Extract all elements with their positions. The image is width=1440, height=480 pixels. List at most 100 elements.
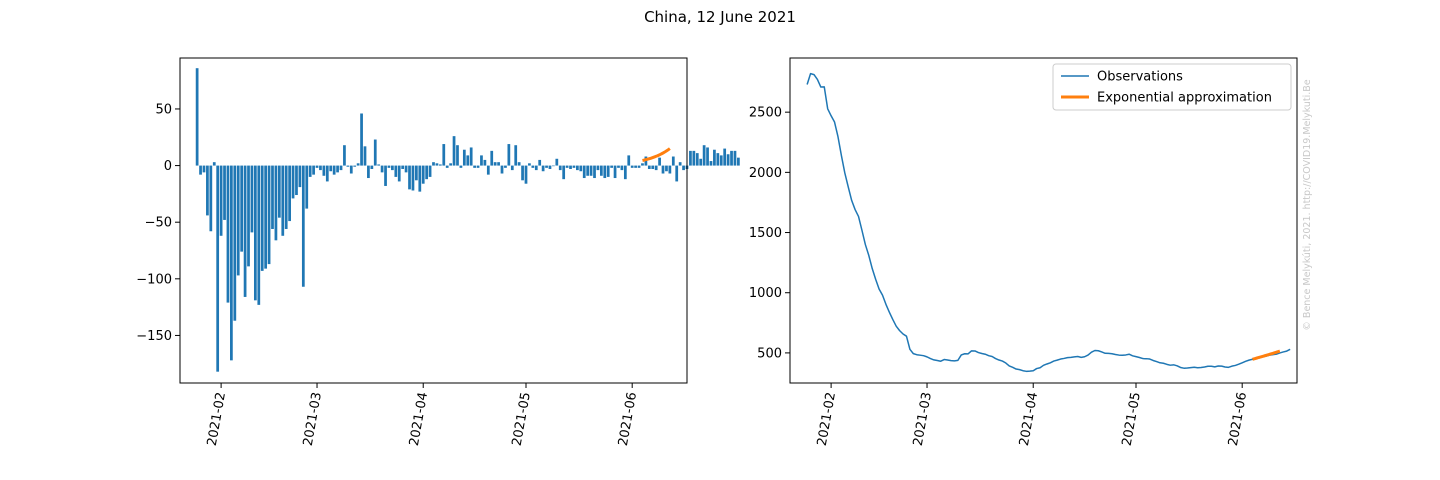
left-xtick-label: 2021-03 bbox=[301, 391, 325, 447]
left-ytick-label: −50 bbox=[145, 216, 172, 231]
bar bbox=[719, 155, 723, 166]
bar bbox=[713, 149, 716, 166]
bar bbox=[665, 165, 668, 172]
legend-label: Exponential approximation bbox=[1097, 91, 1272, 106]
bar bbox=[421, 165, 425, 184]
bar bbox=[596, 165, 600, 171]
bar bbox=[425, 165, 429, 180]
bar bbox=[572, 165, 576, 168]
bar bbox=[620, 165, 624, 171]
legend-frame bbox=[1052, 63, 1292, 111]
left-ytick-label: 50 bbox=[155, 102, 172, 117]
bar bbox=[236, 165, 240, 276]
bar bbox=[380, 165, 384, 173]
bar bbox=[737, 157, 740, 166]
bar bbox=[322, 165, 326, 176]
bar bbox=[552, 165, 555, 167]
bar bbox=[271, 165, 274, 229]
bar bbox=[555, 158, 559, 166]
bar bbox=[558, 165, 562, 171]
bar bbox=[603, 165, 607, 179]
right-line-chart: 2500 2000 1500 1000 500 2021-02 2021-03 2021-04… bbox=[749, 57, 1298, 447]
bar bbox=[634, 165, 637, 168]
bar bbox=[562, 165, 566, 180]
bar bbox=[349, 165, 353, 174]
bar bbox=[723, 148, 727, 166]
bar bbox=[675, 165, 679, 182]
bar bbox=[301, 165, 305, 287]
bar bbox=[661, 165, 665, 174]
bar bbox=[576, 165, 579, 171]
bar bbox=[277, 165, 281, 218]
figure-title: China, 12 June 2021 bbox=[644, 8, 796, 26]
bar bbox=[339, 165, 343, 171]
bar bbox=[401, 165, 405, 169]
bar bbox=[486, 165, 490, 175]
bar bbox=[253, 165, 257, 301]
bar bbox=[442, 144, 446, 166]
bar bbox=[209, 165, 213, 232]
bar bbox=[247, 165, 250, 267]
bar bbox=[610, 165, 613, 168]
bar bbox=[671, 156, 675, 166]
right-ytick-label: 1500 bbox=[749, 226, 782, 241]
bar bbox=[325, 165, 329, 182]
bar bbox=[308, 165, 312, 177]
bar bbox=[524, 165, 528, 184]
right-ytick-label: 2000 bbox=[749, 166, 782, 181]
bar bbox=[706, 147, 709, 166]
bar bbox=[438, 164, 442, 166]
bar bbox=[394, 165, 398, 177]
bar bbox=[528, 163, 531, 166]
bar bbox=[569, 165, 572, 169]
bar bbox=[305, 165, 309, 209]
right-axes-frame bbox=[789, 57, 1298, 384]
bar bbox=[240, 165, 244, 252]
bar bbox=[579, 165, 583, 172]
bar bbox=[692, 150, 696, 166]
bar bbox=[730, 150, 733, 166]
bar bbox=[582, 165, 586, 179]
bar bbox=[260, 165, 264, 271]
bar bbox=[490, 150, 494, 166]
left-ytick-label: 0 bbox=[164, 159, 172, 174]
bar bbox=[216, 165, 220, 372]
bar bbox=[233, 165, 237, 321]
bar bbox=[716, 153, 720, 166]
fit-line-left bbox=[642, 147, 671, 162]
bar bbox=[606, 165, 610, 177]
bar bbox=[613, 165, 617, 179]
bar bbox=[647, 165, 651, 169]
bar bbox=[699, 158, 703, 166]
bar bbox=[565, 165, 569, 168]
bar bbox=[654, 165, 658, 171]
bar bbox=[599, 165, 603, 176]
bar bbox=[250, 165, 254, 233]
bar bbox=[428, 165, 432, 177]
bar bbox=[336, 165, 339, 173]
bar bbox=[534, 165, 538, 171]
left-xtick-label: 2021-05 bbox=[510, 391, 534, 447]
legend-label: Observations bbox=[1097, 70, 1183, 85]
bar bbox=[702, 145, 706, 166]
left-xtick-label: 2021-04 bbox=[407, 391, 431, 447]
bar bbox=[617, 165, 620, 168]
bar bbox=[483, 159, 487, 166]
bar bbox=[319, 165, 322, 171]
bar bbox=[521, 165, 524, 181]
left-xtick-label: 2021-06 bbox=[616, 391, 640, 447]
bar bbox=[733, 150, 737, 166]
bar bbox=[449, 163, 452, 166]
bar bbox=[356, 163, 360, 166]
bar bbox=[298, 165, 302, 188]
left-xtick-label: 2021-02 bbox=[205, 391, 229, 447]
bar bbox=[360, 113, 363, 166]
bar bbox=[445, 165, 449, 168]
bar bbox=[726, 154, 730, 166]
bar bbox=[493, 162, 497, 166]
left-ytick-label: −100 bbox=[136, 272, 172, 287]
bar bbox=[243, 165, 247, 297]
bar bbox=[593, 165, 596, 179]
right-xtick-label: 2021-06 bbox=[1226, 391, 1250, 447]
bar bbox=[206, 165, 209, 216]
